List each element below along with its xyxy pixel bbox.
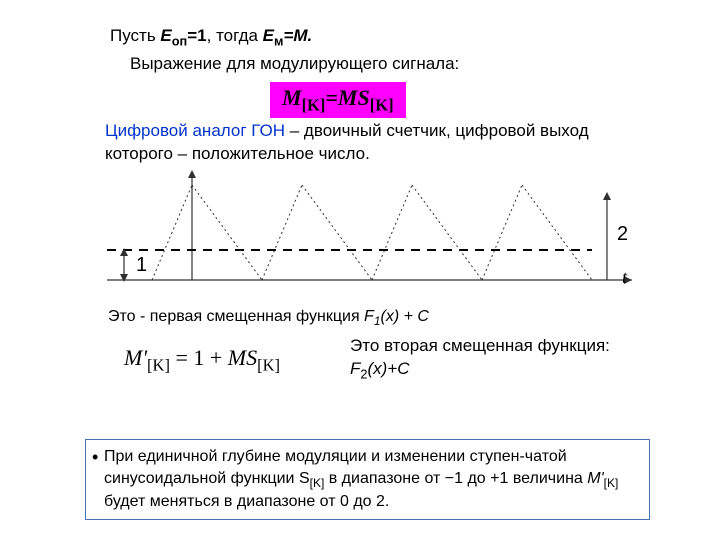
mp-m: M' xyxy=(124,345,147,370)
l1-mid: =1 xyxy=(187,26,206,45)
l2-text: Выражение для модулирующего сигнала: xyxy=(130,54,459,73)
f-eq: =MS xyxy=(325,85,369,110)
chart-svg: 1 2 t xyxy=(92,170,652,300)
box-b: [K] xyxy=(310,476,325,490)
summary-box: • При единичной глубине модуляции и изме… xyxy=(85,439,650,520)
f-sub2: [K] xyxy=(370,95,394,114)
c2a: Это вторая смещенная функция: xyxy=(350,336,610,355)
svg-text:t: t xyxy=(622,267,628,287)
line3: Цифровой аналог ГОН – двоичный счетчик, … xyxy=(105,120,645,166)
c2d: (x)+C xyxy=(367,359,409,378)
box-d: M' xyxy=(587,470,603,487)
l1-prefix: Пусть xyxy=(110,26,160,45)
line1: Пусть Еоп=1, тогда Ем=М. xyxy=(110,26,312,48)
box-f: будет меняться в диапазоне от 0 до 2. xyxy=(104,493,389,510)
line2: Выражение для модулирующего сигнала: xyxy=(130,54,459,74)
c1b: F xyxy=(364,308,374,325)
svg-text:2: 2 xyxy=(617,223,628,245)
l1-end: =М. xyxy=(283,26,312,45)
sawtooth-chart: 1 2 t xyxy=(92,170,652,300)
summary-text: При единичной глубине модуляции и измене… xyxy=(104,446,639,513)
l1-em: Е xyxy=(263,26,274,45)
c1c: 1 xyxy=(374,314,381,328)
mp-sub2: [K] xyxy=(257,355,280,374)
c2b: F xyxy=(350,359,360,378)
box-e: [K] xyxy=(604,476,619,490)
formula-box: M[K]=MS[K] xyxy=(270,82,406,118)
mp-sub: [K] xyxy=(147,355,170,374)
l1-eop-sub: оп xyxy=(172,33,188,48)
f-sub1: [K] xyxy=(302,95,326,114)
mprime-formula: M'[K] = 1 + MS[K] xyxy=(115,340,289,380)
c1a: Это - первая смещенная функция xyxy=(108,308,364,325)
svg-text:1: 1 xyxy=(136,254,147,276)
mp-eq: = 1 + xyxy=(170,345,228,370)
f-m: M xyxy=(282,85,302,110)
bullet-icon: • xyxy=(92,448,104,513)
caption1: Это - первая смещенная функция F1(x) + C xyxy=(108,308,429,328)
caption2: Это вторая смещенная функция: F2(x)+C xyxy=(350,335,630,383)
c1d: (x) + C xyxy=(381,308,429,325)
l1-mid2: , тогда xyxy=(207,26,263,45)
mp-ms: MS xyxy=(228,345,257,370)
l1-eop: Е xyxy=(160,26,171,45)
l3a: Цифровой аналог ГОН xyxy=(105,121,285,140)
box-c: в диапазоне от −1 до +1 величина xyxy=(324,470,587,487)
